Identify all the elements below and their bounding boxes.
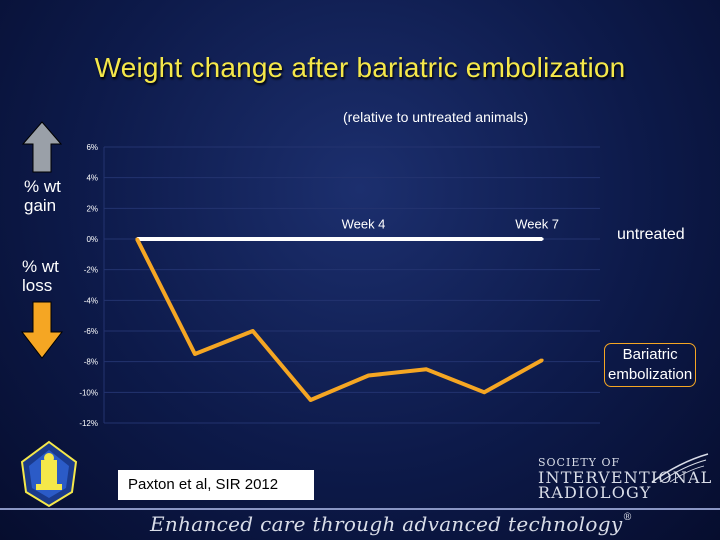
footer-tagline: Enhanced care through advanced technolog… [150,512,633,536]
point-untreated [424,237,428,241]
y-tick-label: -6% [84,327,98,336]
chart-subtitle: (relative to untreated animals) [343,109,529,125]
point-bariatric [540,358,544,362]
institution-seal-icon [20,440,78,508]
point-bariatric [135,237,139,241]
loss-label-text: % wt loss [22,257,59,295]
gain-label: % wt gain [24,177,61,215]
up-arrow-icon [21,121,63,173]
point-bariatric [251,329,255,333]
week-label: Week 7 [515,217,559,232]
point-untreated [309,237,313,241]
y-tick-label: -12% [79,419,98,428]
point-bariatric [367,373,370,377]
footer-tagline-text: Enhanced care through advanced technolog… [150,512,623,536]
registered-mark: ® [622,512,633,523]
point-untreated [540,237,544,241]
sir-logo: SOCIETY OF INTERVENTIONAL RADIOLOGY [538,455,713,502]
y-tick-label: 6% [86,143,98,152]
y-tick-label: -8% [84,358,98,367]
point-untreated [482,237,486,241]
point-bariatric [482,390,486,394]
citation: Paxton et al, SIR 2012 [118,470,314,500]
sir-swoosh-icon [651,453,709,483]
point-untreated [251,237,255,241]
legend-bariatric-text: Bariatric embolization [608,346,693,383]
down-arrow-icon [20,301,64,359]
sir-logo-line3: RADIOLOGY [538,483,652,502]
series-line-bariatric [135,238,544,402]
sir-logo-line2: INTERVENTIONAL [538,468,713,487]
legend-bariatric: Bariatric embolization [604,343,697,387]
sir-logo-line1: SOCIETY OF [538,456,621,469]
gain-label-text: % wt gain [24,177,61,215]
legend-untreated: untreated [617,226,685,243]
y-tick-label: -10% [79,388,98,397]
point-bariatric [424,367,428,371]
y-tick-label: 2% [86,204,98,213]
footer-divider [0,508,720,510]
y-tick-label: -4% [84,296,98,305]
point-bariatric [309,398,313,402]
loss-label: % wt loss [22,257,59,295]
point-untreated [367,237,370,241]
y-tick-label: 0% [86,235,98,244]
y-tick-label: 4% [86,174,98,183]
page-title: Weight change after bariatric embolizati… [94,52,626,83]
week-label: Week 4 [342,217,386,232]
point-untreated [193,237,197,241]
point-bariatric [193,352,197,356]
y-tick-label: -2% [84,266,98,275]
